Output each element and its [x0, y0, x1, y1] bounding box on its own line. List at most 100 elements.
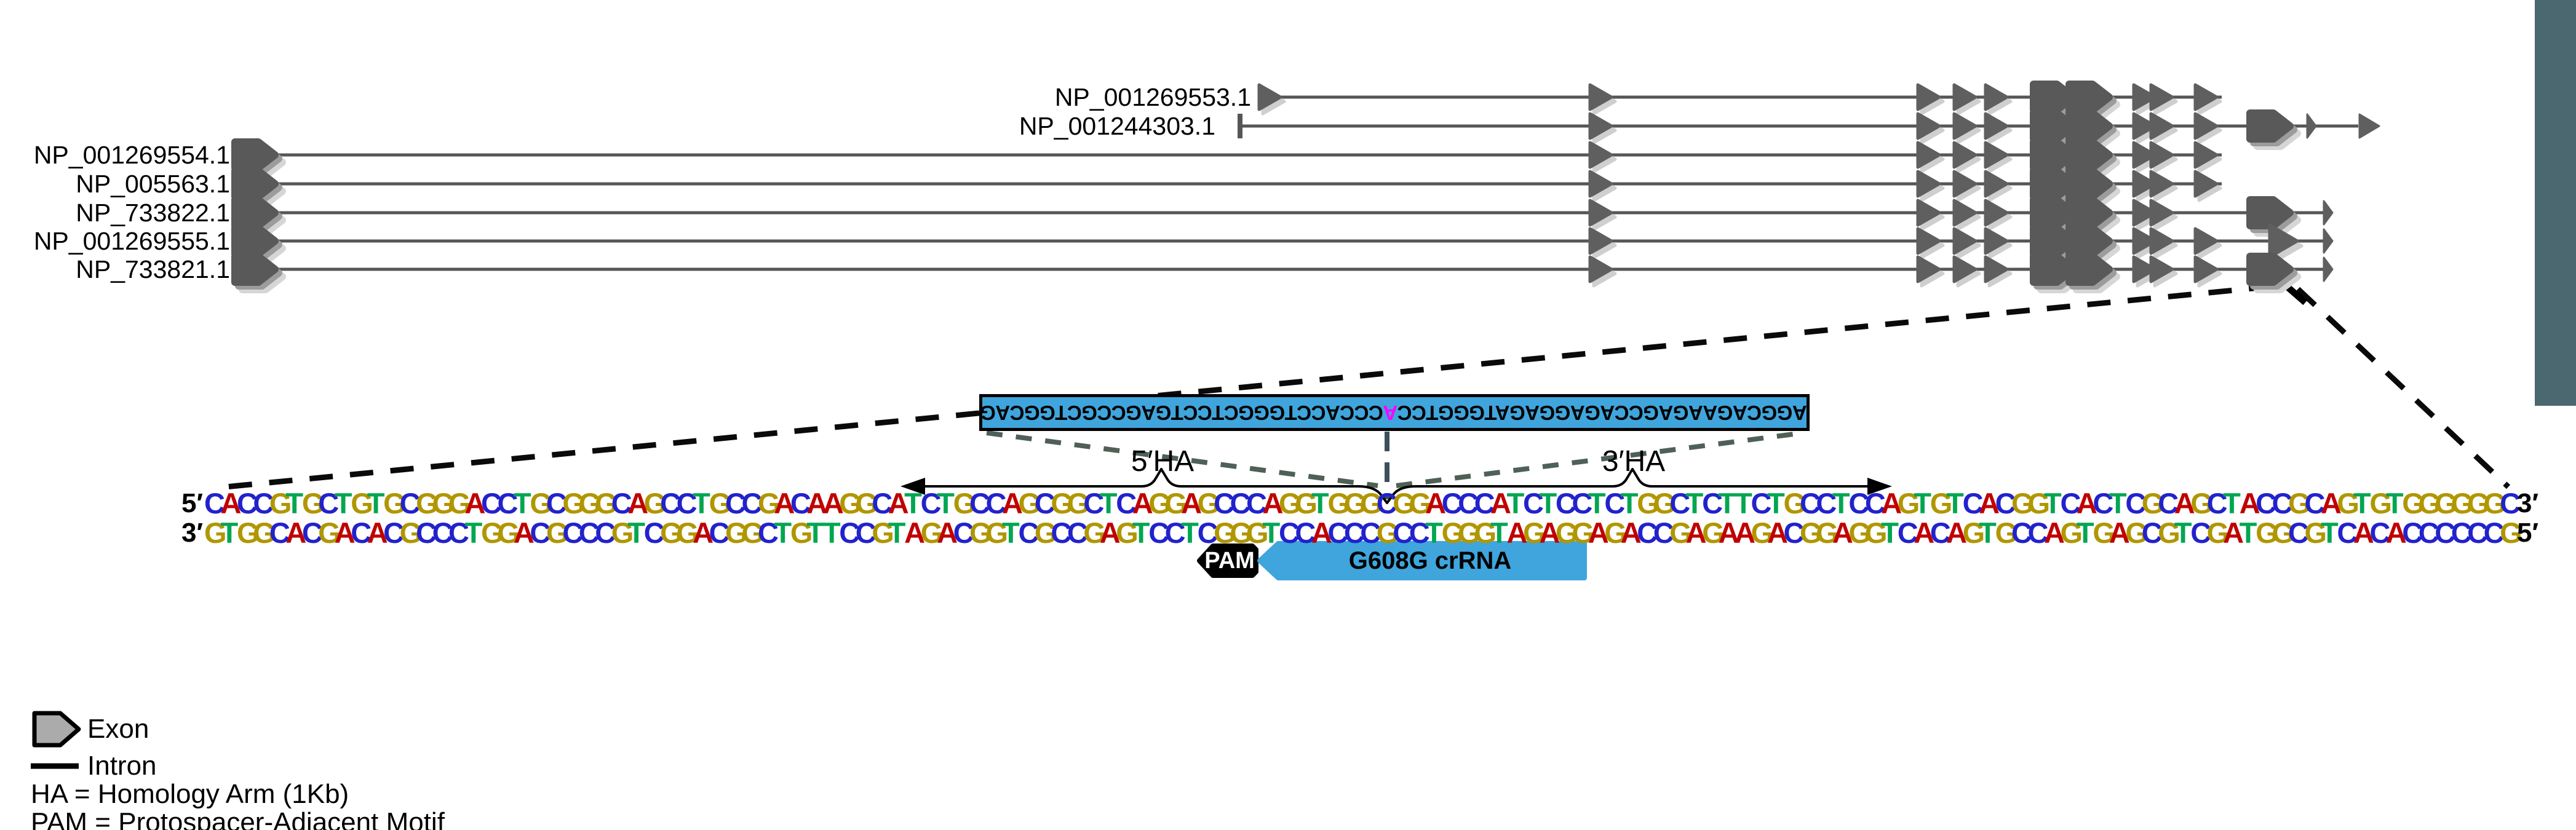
exon-glyph	[1952, 255, 1978, 283]
sequence-base: C	[2011, 516, 2032, 549]
sequence-base: C	[1864, 487, 1886, 520]
exon-glyph	[2030, 138, 2077, 172]
sequence-base: A	[1262, 487, 1284, 520]
sequence-base: C	[643, 516, 665, 549]
sequence-base: C	[432, 516, 453, 549]
sequence-base: C	[1751, 487, 1772, 520]
sequence-base: G	[1995, 516, 2018, 549]
exon-glyph	[231, 196, 279, 229]
sequence-base: G	[1572, 516, 1594, 549]
exon-glyph	[1984, 141, 2009, 169]
sequence-base: T	[1425, 516, 1443, 549]
ha-bracket	[900, 468, 1892, 504]
sequence-base: C	[2060, 487, 2081, 520]
sequence-base: A	[220, 487, 242, 520]
sequence-base: C	[1376, 487, 1397, 520]
sequence-base: G	[2141, 487, 2165, 520]
sequence-base: G	[2288, 487, 2311, 520]
zoom-dashed-lines	[212, 275, 2511, 491]
exon-glyph	[2149, 255, 2174, 283]
sequence-base: C	[855, 516, 877, 549]
exon-glyph	[231, 138, 279, 172]
sequence-base: A	[693, 516, 714, 549]
top-strand: CACCGTGCTGTGCGGGACCTGCGGGCAGCCTGCCGACAAG…	[204, 487, 2521, 520]
sequence-base: C	[2190, 516, 2212, 549]
sequence-base: G	[1864, 516, 1888, 549]
sequence-base: C	[1246, 487, 1267, 520]
sequence-base: G	[1295, 487, 1318, 520]
sequence-base: G	[318, 516, 341, 549]
exon-glyph	[2193, 255, 2219, 283]
sequence-base: A	[1832, 516, 1853, 549]
sequence-base: G	[985, 516, 1009, 549]
sequence-base: G	[1522, 516, 1546, 549]
exon-glyph	[2149, 141, 2174, 169]
sequence-base: C	[1034, 487, 1055, 520]
exon-glyph	[2065, 138, 2113, 172]
exon-glyph	[2030, 167, 2077, 200]
sequence-base: G	[1360, 487, 1383, 520]
exon-glyph	[1952, 170, 1978, 198]
crrna-label: G608G crRNA	[1348, 547, 1512, 574]
sequence-base: T	[2043, 487, 2062, 520]
sequence-base: G	[578, 487, 602, 520]
bottom-strand: GTGGCACGACACGCCCTGGACGCCCGTCGGACGGCTGTTC…	[204, 516, 2522, 549]
exon-glyph	[1952, 112, 1978, 140]
sequence-base: C	[1360, 516, 1381, 549]
sequence-base: C	[2402, 516, 2423, 549]
sequence-base: C	[1604, 487, 1626, 520]
sequence-base: G	[1034, 516, 1057, 549]
sequence-base: G	[2206, 516, 2230, 549]
sequence-base: C	[1083, 487, 1105, 520]
top-strand-3prime-cap: 3′	[2517, 488, 2539, 518]
legend-pam-note: PAM = Protospacer-Adjacent Motif	[31, 807, 445, 830]
transcript-label: NP_001244303.1	[1019, 112, 1215, 140]
exon-glyph	[1916, 112, 1941, 140]
sequence-base: G	[1604, 516, 1627, 549]
sequence-base: C	[416, 516, 437, 549]
sequence-base: C	[1637, 516, 1658, 549]
sequence-base: G	[399, 516, 423, 549]
sequence-base: G	[351, 487, 373, 520]
sequence-base: C	[1214, 487, 1235, 520]
sequence-base: C	[1848, 487, 1870, 520]
exon-glyph	[1952, 83, 1978, 111]
exon-glyph	[2132, 170, 2157, 198]
exon-glyph	[1984, 170, 2009, 198]
sequence-base: T	[2320, 516, 2339, 549]
sequence-base: T	[1132, 516, 1150, 549]
sequence-base: G	[301, 487, 325, 520]
exon-glyph	[2065, 81, 2113, 114]
sequence-base: G	[741, 516, 765, 549]
sequence-base: G	[725, 516, 748, 549]
exon-glyph	[1952, 199, 1978, 227]
sequence-base: T	[627, 516, 645, 549]
sequence-base: C	[2093, 487, 2114, 520]
sequence-base: T	[693, 487, 710, 520]
sequence-base: A	[1685, 516, 1707, 549]
sequence-base: T	[1539, 487, 1557, 520]
sequence-base: G	[383, 487, 406, 520]
sequence-base: C	[269, 516, 290, 549]
sequence-base: G	[1816, 516, 1839, 549]
exon-glyph	[2065, 196, 2113, 229]
ha-5prime-label: 5′HA	[1131, 445, 1195, 478]
top-strand-5prime-cap: 5′	[181, 488, 203, 518]
sequence-base: C	[497, 487, 519, 520]
sequence-base: C	[2418, 516, 2439, 549]
sequence-base: C	[1783, 516, 1805, 549]
exon-glyph	[1588, 141, 1613, 169]
sequence-base: G	[1848, 516, 1871, 549]
sequence-base: A	[1425, 487, 1447, 520]
transcript-label: NP_733822.1	[76, 199, 230, 227]
sequence-base: C	[1197, 516, 1218, 549]
sequence-base: G	[2190, 487, 2213, 520]
sequence-base: G	[2125, 516, 2148, 549]
sequence-base: G	[839, 487, 862, 520]
exon-glyph	[2149, 83, 2174, 111]
sequence-base: A	[2239, 487, 2260, 520]
sequence-base: C	[1897, 516, 1918, 549]
sequence-base: G	[2027, 487, 2051, 520]
sequence-base: T	[2109, 487, 2127, 520]
sequence-base: G	[1474, 516, 1497, 549]
